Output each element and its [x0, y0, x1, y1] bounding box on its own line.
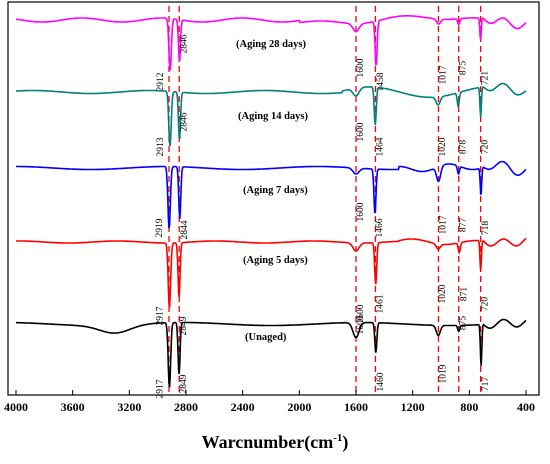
- peak-label: 2844: [180, 220, 190, 239]
- peak-label: 2917: [155, 306, 165, 325]
- peak-label: 2849: [179, 374, 189, 393]
- x-tick-label: 4000: [4, 400, 28, 414]
- peak-label: 1017: [439, 215, 449, 234]
- peak-label: 1019: [438, 364, 448, 383]
- x-axis-ticks: 4000 3600 3200 2800 2400 2000 1600 1200 800 400: [4, 390, 535, 414]
- x-tick-label: 2000: [287, 400, 311, 414]
- peak-label: 1017: [439, 65, 449, 84]
- x-tick-label: 400: [517, 400, 535, 414]
- x-tick-label: 3200: [117, 400, 141, 414]
- series-line: [16, 318, 527, 388]
- peak-label: 1020: [438, 284, 448, 303]
- peak-label: 877: [458, 218, 468, 233]
- series-line: [16, 237, 527, 308]
- x-tick-label: 1200: [401, 400, 425, 414]
- series-3: (Aging 7 days) 2919 2844 1600 1466 1017 877 718: [16, 160, 527, 240]
- series-label: (Aging 7 days): [243, 185, 308, 196]
- peak-label: 1600: [356, 315, 366, 334]
- series-line: [16, 160, 527, 229]
- peak-label: 1458: [376, 72, 386, 91]
- peak-label: 2849: [179, 316, 189, 335]
- peak-label: 1460: [376, 372, 386, 391]
- x-tick-label: 2800: [174, 400, 198, 414]
- x-tick-label: 800: [460, 400, 478, 414]
- peak-label: 1020: [438, 137, 448, 156]
- peak-label: 875: [459, 61, 469, 76]
- peak-label: 1466: [375, 218, 385, 237]
- peak-label: 2917: [155, 379, 165, 398]
- peak-label: 871: [459, 287, 469, 302]
- peak-label: 720: [481, 297, 491, 312]
- peak-label: 878: [458, 140, 468, 155]
- series-line: [16, 82, 527, 147]
- series-label: (Unaged): [245, 332, 287, 343]
- peak-label: 1600: [356, 122, 366, 141]
- series-group: (Aging 28 days) 2912 2846 1600 1458 1017 875 72…: [15, 15, 527, 399]
- peak-label: 875: [459, 316, 469, 331]
- series-label: (Aging 14 days): [238, 111, 309, 122]
- peak-label: 718: [481, 221, 491, 236]
- x-tick-label: 1600: [344, 400, 368, 414]
- series-5: (Unaged) 2917 2849 1600 1460 1019 875 717: [16, 315, 527, 399]
- peak-label: 2846: [179, 112, 189, 131]
- peak-label: 2919: [155, 218, 165, 237]
- peak-label: 1600: [356, 58, 366, 77]
- peak-label: 720: [481, 140, 491, 155]
- peak-label: 1600: [356, 202, 366, 221]
- x-axis-title: Warcnumber(cm-1): [202, 432, 349, 453]
- series-label: (Aging 5 days): [243, 255, 308, 266]
- series-label: (Aging 28 days): [236, 39, 307, 50]
- peak-label: 2846: [179, 34, 189, 53]
- series-4: (Aging 5 days) 2917 2849 1600 1461 1020 871 720: [16, 237, 527, 336]
- peak-label: 717: [481, 377, 491, 392]
- peak-label: 1461: [376, 294, 386, 313]
- peak-label: 1464: [375, 137, 385, 156]
- peak-label: 2912: [156, 72, 166, 91]
- series-2: (Aging 14 days) 2913 2846 1600 1464 1020 878 72…: [16, 82, 527, 157]
- peak-label: 1600: [356, 304, 366, 323]
- plot-frame: [7, 1, 540, 396]
- peak-label: 2913: [156, 137, 166, 156]
- x-tick-label: 3600: [61, 400, 85, 414]
- reference-lines: [168, 6, 482, 393]
- series-line: [15, 15, 527, 71]
- series-1: (Aging 28 days) 2912 2846 1600 1458 1017 875 72…: [15, 15, 527, 92]
- x-tick-label: 2400: [231, 400, 255, 414]
- peak-label: 721: [481, 71, 491, 86]
